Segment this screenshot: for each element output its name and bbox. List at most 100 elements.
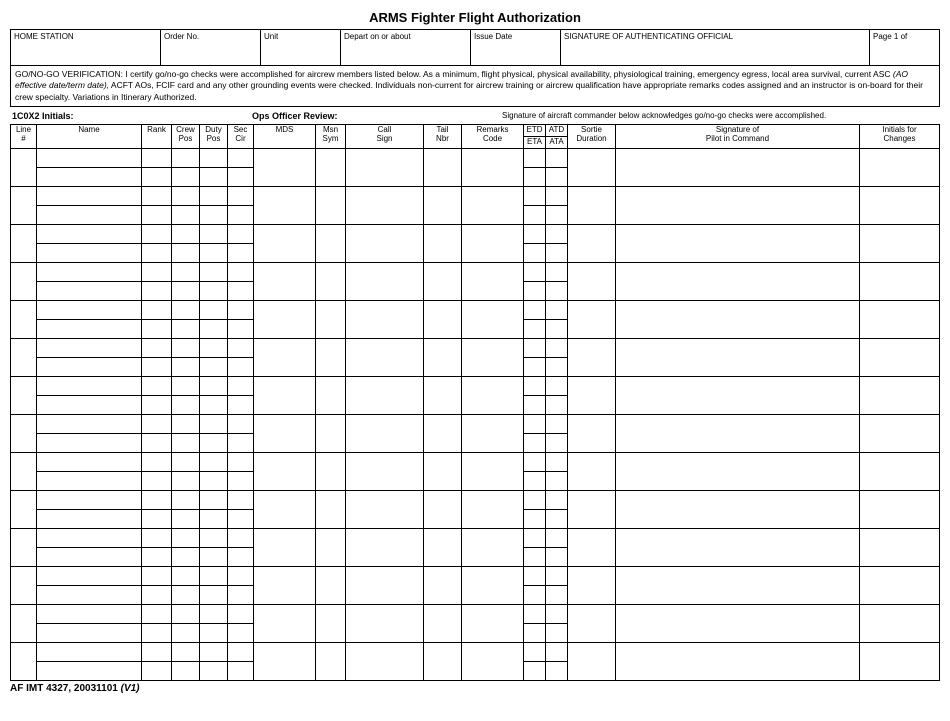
cell-tail-nbr[interactable] [424, 643, 462, 681]
cell-name[interactable] [37, 396, 142, 415]
cell-msn-sym[interactable] [316, 301, 346, 339]
cell-eta[interactable] [524, 168, 546, 187]
cell-name[interactable] [37, 225, 142, 244]
cell-atd[interactable] [546, 453, 568, 472]
cell-etd[interactable] [524, 149, 546, 168]
cell-atd[interactable] [546, 149, 568, 168]
cell-initials-chg[interactable] [860, 301, 940, 339]
cell-etd[interactable] [524, 263, 546, 282]
cell-line[interactable] [11, 187, 37, 225]
cell-mds[interactable] [254, 529, 316, 567]
cell-crew-pos[interactable] [172, 453, 200, 472]
cell-remarks[interactable] [462, 643, 524, 681]
cell-ata[interactable] [546, 510, 568, 529]
cell-name[interactable] [37, 510, 142, 529]
cell-duty-pos[interactable] [200, 510, 228, 529]
cell-duty-pos[interactable] [200, 434, 228, 453]
cell-sig-pilot[interactable] [616, 263, 860, 301]
cell-mds[interactable] [254, 605, 316, 643]
cell-tail-nbr[interactable] [424, 301, 462, 339]
cell-crew-pos[interactable] [172, 396, 200, 415]
cell-mds[interactable] [254, 339, 316, 377]
cell-duty-pos[interactable] [200, 529, 228, 548]
cell-sortie[interactable] [568, 187, 616, 225]
cell-sec-cir[interactable] [228, 624, 254, 643]
cell-sortie[interactable] [568, 605, 616, 643]
cell-duty-pos[interactable] [200, 168, 228, 187]
cell-ata[interactable] [546, 662, 568, 681]
cell-name[interactable] [37, 244, 142, 263]
cell-rank[interactable] [142, 548, 172, 567]
cell-name[interactable] [37, 453, 142, 472]
cell-call-sign[interactable] [346, 529, 424, 567]
cell-sec-cir[interactable] [228, 377, 254, 396]
cell-msn-sym[interactable] [316, 529, 346, 567]
cell-atd[interactable] [546, 567, 568, 586]
cell-crew-pos[interactable] [172, 282, 200, 301]
cell-ata[interactable] [546, 396, 568, 415]
cell-tail-nbr[interactable] [424, 491, 462, 529]
cell-etd[interactable] [524, 643, 546, 662]
cell-remarks[interactable] [462, 453, 524, 491]
cell-atd[interactable] [546, 529, 568, 548]
cell-etd[interactable] [524, 491, 546, 510]
cell-duty-pos[interactable] [200, 282, 228, 301]
cell-msn-sym[interactable] [316, 263, 346, 301]
cell-remarks[interactable] [462, 301, 524, 339]
cell-name[interactable] [37, 586, 142, 605]
cell-crew-pos[interactable] [172, 263, 200, 282]
cell-eta[interactable] [524, 586, 546, 605]
cell-sec-cir[interactable] [228, 491, 254, 510]
cell-mds[interactable] [254, 491, 316, 529]
cell-ata[interactable] [546, 548, 568, 567]
cell-tail-nbr[interactable] [424, 187, 462, 225]
cell-crew-pos[interactable] [172, 225, 200, 244]
cell-initials-chg[interactable] [860, 529, 940, 567]
cell-sec-cir[interactable] [228, 244, 254, 263]
cell-sec-cir[interactable] [228, 206, 254, 225]
cell-duty-pos[interactable] [200, 225, 228, 244]
cell-remarks[interactable] [462, 605, 524, 643]
cell-mds[interactable] [254, 187, 316, 225]
cell-initials-chg[interactable] [860, 605, 940, 643]
cell-crew-pos[interactable] [172, 624, 200, 643]
cell-crew-pos[interactable] [172, 301, 200, 320]
cell-call-sign[interactable] [346, 301, 424, 339]
cell-rank[interactable] [142, 434, 172, 453]
cell-sec-cir[interactable] [228, 529, 254, 548]
cell-msn-sym[interactable] [316, 453, 346, 491]
cell-duty-pos[interactable] [200, 472, 228, 491]
cell-call-sign[interactable] [346, 149, 424, 187]
cell-msn-sym[interactable] [316, 149, 346, 187]
cell-rank[interactable] [142, 301, 172, 320]
cell-duty-pos[interactable] [200, 187, 228, 206]
cell-rank[interactable] [142, 491, 172, 510]
cell-line[interactable] [11, 529, 37, 567]
cell-rank[interactable] [142, 263, 172, 282]
cell-sortie[interactable] [568, 415, 616, 453]
cell-sortie[interactable] [568, 529, 616, 567]
cell-sortie[interactable] [568, 339, 616, 377]
cell-crew-pos[interactable] [172, 567, 200, 586]
cell-initials-chg[interactable] [860, 453, 940, 491]
cell-rank[interactable] [142, 282, 172, 301]
cell-sec-cir[interactable] [228, 320, 254, 339]
cell-name[interactable] [37, 605, 142, 624]
cell-duty-pos[interactable] [200, 548, 228, 567]
cell-msn-sym[interactable] [316, 339, 346, 377]
cell-ata[interactable] [546, 586, 568, 605]
cell-mds[interactable] [254, 263, 316, 301]
cell-etd[interactable] [524, 301, 546, 320]
cell-crew-pos[interactable] [172, 491, 200, 510]
cell-duty-pos[interactable] [200, 263, 228, 282]
cell-sec-cir[interactable] [228, 263, 254, 282]
cell-sec-cir[interactable] [228, 510, 254, 529]
cell-rank[interactable] [142, 472, 172, 491]
cell-mds[interactable] [254, 643, 316, 681]
cell-crew-pos[interactable] [172, 643, 200, 662]
cell-sec-cir[interactable] [228, 149, 254, 168]
cell-sortie[interactable] [568, 301, 616, 339]
cell-crew-pos[interactable] [172, 206, 200, 225]
cell-sec-cir[interactable] [228, 586, 254, 605]
cell-name[interactable] [37, 377, 142, 396]
